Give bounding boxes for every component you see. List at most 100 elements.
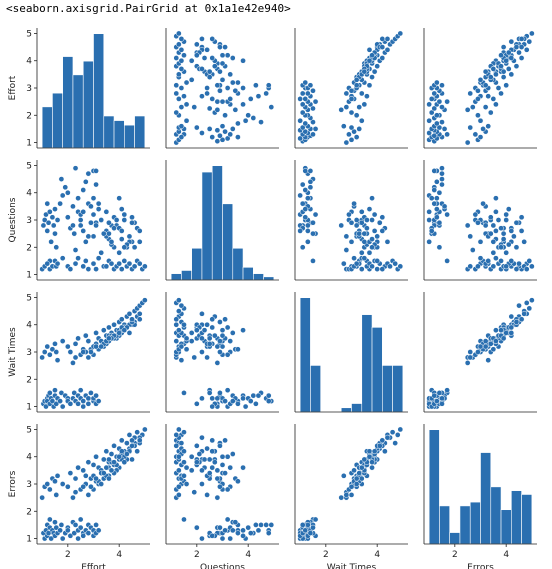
scatter-point-effort-vs-questions: [242, 117, 249, 124]
scatter-point-wait-times-vs-effort: [80, 349, 87, 355]
scatter-point-questions-vs-effort: [106, 230, 112, 237]
scatter-point-errors-vs-effort: [121, 459, 128, 466]
scatter-point-effort-vs-questions: [206, 74, 213, 80]
scatter-point-questions-vs-errors: [518, 228, 525, 234]
scatter-point-effort-vs-errors: [444, 131, 450, 138]
scatter-point-questions-vs-effort: [95, 206, 102, 212]
scatter-point-wait-times-vs-questions: [175, 297, 182, 304]
hist-bar-wait-times-9: [392, 365, 404, 413]
scatter-point-wait-times-vs-effort: [49, 398, 56, 404]
scatter-point-wait-times-vs-questions: [199, 349, 205, 355]
scatter-point-errors-vs-questions: [199, 535, 205, 542]
scatter-point-questions-vs-effort: [88, 203, 94, 210]
scatter-point-effort-vs-questions: [178, 46, 185, 53]
scatter-point-effort-vs-questions: [250, 115, 257, 121]
scatter-point-questions-vs-effort: [136, 260, 143, 267]
scatter-point-wait-times-vs-effort: [58, 390, 65, 396]
scatter-point-errors-vs-effort: [44, 481, 51, 487]
scatter-point-errors-vs-questions: [193, 442, 200, 449]
scatter-point-wait-times-vs-questions: [250, 392, 257, 399]
scatter-point-effort-vs-errors: [433, 112, 440, 119]
scatter-point-errors-vs-effort: [93, 522, 99, 528]
scatter-point-effort-vs-errors: [475, 112, 481, 119]
scatter-point-effort-vs-wait-times: [397, 30, 404, 37]
scatter-point-questions-vs-effort: [75, 195, 81, 202]
scatter-point-questions-vs-wait-times: [307, 184, 314, 191]
scatter-point-questions-vs-effort: [50, 222, 57, 229]
scatter-point-questions-vs-wait-times: [304, 195, 311, 202]
scatter-point-errors-vs-questions: [232, 519, 239, 526]
scatter-point-questions-vs-errors: [475, 263, 481, 270]
scatter-point-effort-vs-questions: [240, 85, 246, 91]
scatter-point-effort-vs-errors: [426, 130, 432, 136]
scatter-point-effort-vs-errors: [518, 55, 525, 61]
scatter-point-errors-vs-effort: [53, 524, 60, 531]
scatter-point-wait-times-vs-effort: [67, 400, 74, 407]
scatter-point-effort-vs-errors: [487, 109, 494, 116]
scatter-point-wait-times-vs-questions: [219, 343, 226, 350]
scatter-point-wait-times-vs-effort: [88, 390, 94, 396]
scatter-point-questions-vs-effort: [54, 217, 61, 223]
scatter-point-questions-vs-errors: [472, 211, 479, 218]
scatter-point-effort-vs-wait-times: [379, 55, 386, 61]
scatter-point-effort-vs-errors: [439, 104, 445, 110]
scatter-point-effort-vs-errors: [518, 36, 525, 42]
scatter-point-wait-times-vs-effort: [93, 330, 99, 336]
hist-bar-effort-6: [103, 115, 115, 149]
scatter-point-errors-vs-effort: [70, 494, 76, 501]
scatter-point-questions-vs-effort: [100, 230, 107, 237]
scatter-point-questions-vs-wait-times: [369, 244, 375, 251]
scatter-point-effort-vs-errors: [508, 55, 515, 61]
scatter-point-errors-vs-questions: [268, 522, 275, 528]
scatter-point-questions-vs-effort: [82, 238, 89, 245]
scatter-point-effort-vs-questions: [173, 55, 180, 61]
scatter-point-errors-vs-effort: [46, 486, 53, 493]
scatter-point-questions-vs-wait-times: [384, 238, 391, 245]
scatter-point-questions-vs-errors: [444, 211, 450, 218]
scatter-point-questions-vs-effort: [108, 238, 115, 245]
scatter-point-wait-times-vs-questions: [214, 360, 221, 366]
x-axis-label-effort: Effort: [81, 563, 106, 569]
scatter-point-effort-vs-questions: [211, 63, 218, 70]
scatter-point-errors-vs-wait-times: [302, 527, 309, 534]
scatter-point-questions-vs-wait-times: [338, 222, 345, 229]
scatter-point-wait-times-vs-errors: [498, 327, 504, 334]
scatter-point-errors-vs-questions: [214, 494, 221, 501]
scatter-point-wait-times-vs-questions: [222, 316, 228, 323]
scatter-point-errors-vs-effort: [108, 467, 115, 474]
scatter-point-wait-times-vs-errors: [513, 319, 520, 325]
scatter-point-errors-vs-questions: [188, 453, 195, 460]
scatter-point-effort-vs-wait-times: [371, 68, 378, 75]
scatter-point-effort-vs-errors: [475, 87, 481, 94]
y-tick-label-questions: 1: [26, 271, 32, 281]
scatter-point-effort-vs-questions: [193, 124, 200, 131]
scatter-point-effort-vs-questions: [240, 57, 246, 64]
scatter-point-effort-vs-questions: [219, 123, 226, 130]
scatter-point-wait-times-vs-effort: [116, 330, 123, 336]
scatter-point-questions-vs-effort: [113, 217, 120, 223]
scatter-point-questions-vs-errors: [464, 222, 471, 229]
scatter-point-questions-vs-errors: [490, 263, 497, 270]
scatter-point-effort-vs-errors: [500, 74, 507, 80]
scatter-point-effort-vs-errors: [490, 66, 497, 72]
scatter-point-errors-vs-wait-times: [307, 530, 314, 536]
scatter-point-questions-vs-effort: [106, 219, 112, 226]
scatter-point-errors-vs-effort: [106, 456, 112, 463]
scatter-point-effort-vs-wait-times: [297, 96, 303, 102]
scatter-point-effort-vs-questions: [209, 55, 216, 61]
scatter-point-effort-vs-questions: [209, 134, 216, 140]
scatter-point-wait-times-vs-effort: [72, 340, 79, 347]
scatter-point-errors-vs-effort: [111, 459, 117, 466]
scatter-point-effort-vs-wait-times: [369, 52, 375, 59]
hist-bar-effort-7: [113, 120, 125, 149]
scatter-point-errors-vs-effort: [64, 483, 71, 490]
scatter-point-questions-vs-errors: [485, 258, 492, 264]
scatter-point-errors-vs-effort: [118, 437, 125, 444]
scatter-point-questions-vs-effort: [85, 233, 92, 240]
scatter-point-effort-vs-wait-times: [348, 136, 355, 143]
y-axis-label-errors: Errors: [8, 470, 18, 497]
scatter-point-effort-vs-questions: [199, 93, 205, 100]
scatter-point-errors-vs-effort: [54, 472, 61, 479]
scatter-point-effort-vs-questions: [199, 36, 205, 42]
